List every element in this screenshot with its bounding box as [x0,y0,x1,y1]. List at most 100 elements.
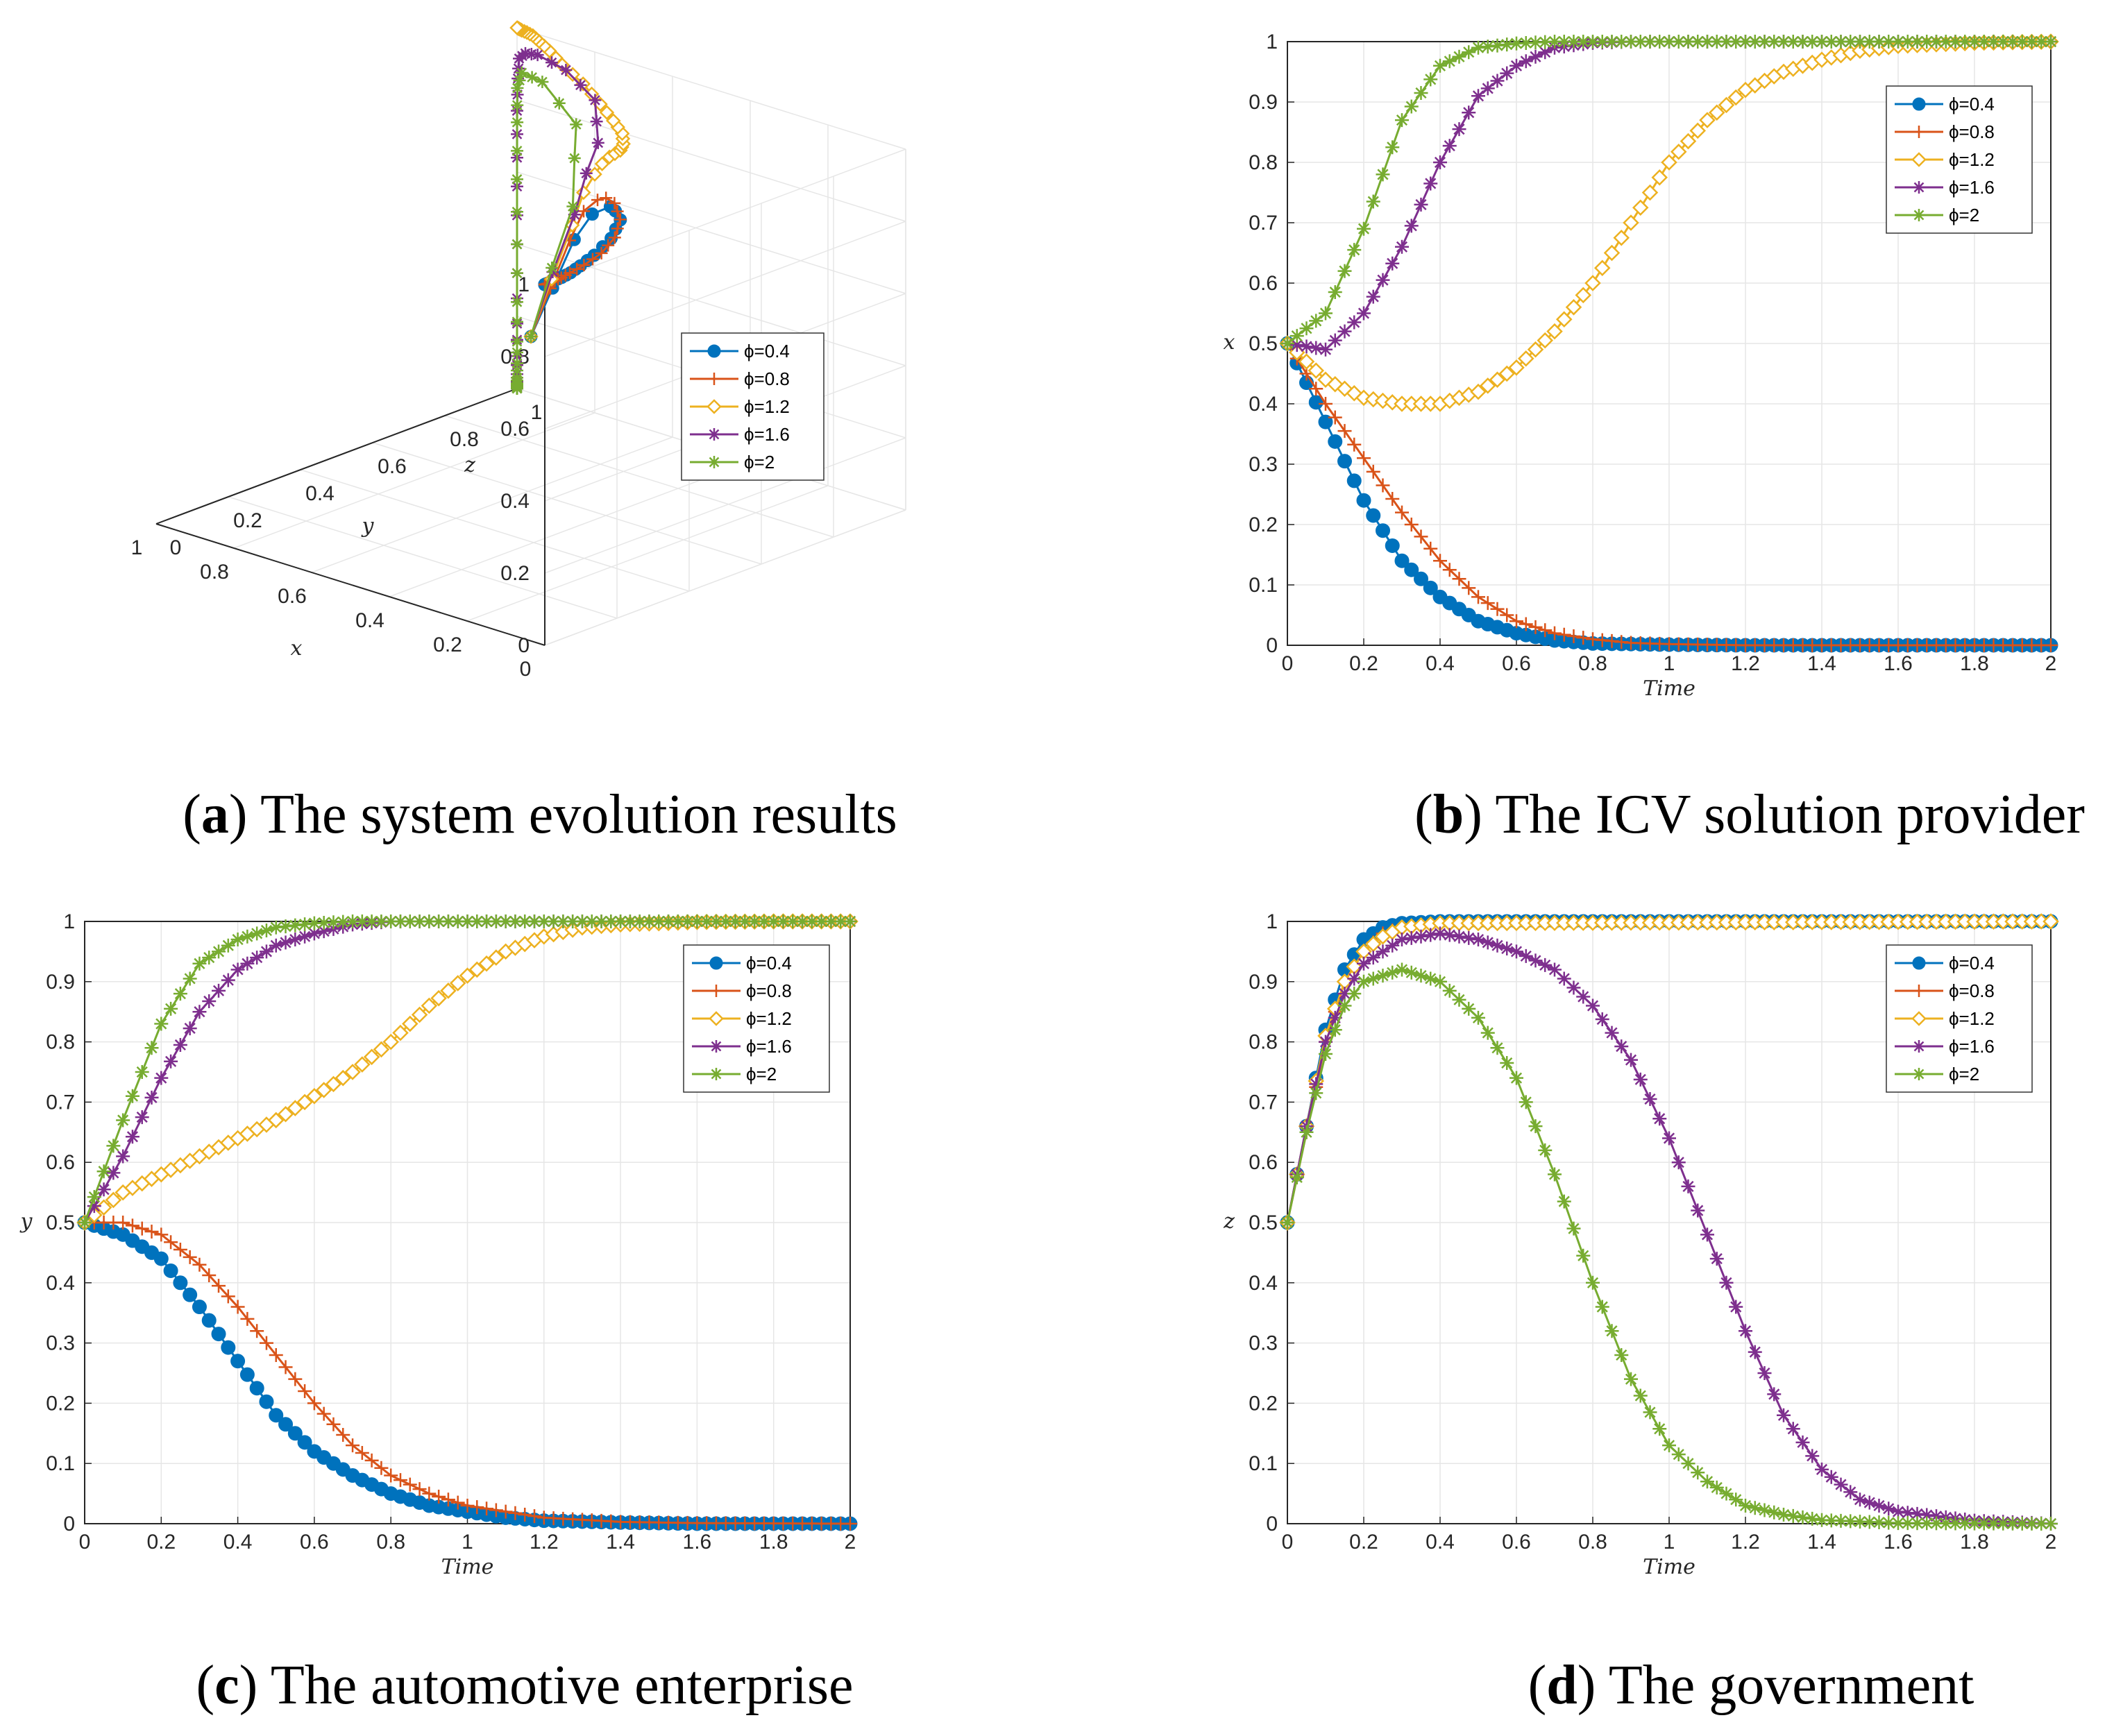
panel-c-series-1-point-16 [230,1300,245,1314]
panel-c-series-1-point-22 [288,1372,303,1386]
panel-b-series-2-point-29 [1555,311,1573,327]
panel-c-series-4-point-32 [384,914,398,928]
panel-a-series-4-point-40 [511,335,523,348]
panel-c-series-1-point-36 [422,1486,437,1501]
panel-b-series-4-point-66 [1910,35,1925,49]
panel-b-ytick-label-0: 0 [1266,634,1278,657]
panel-b-series-4-point-23 [1500,37,1514,52]
panel-c-series-2-point-35 [411,1006,428,1023]
panel-d-series-3-point-61 [1862,1495,1877,1510]
panel-c-series-1-point-46 [518,1507,532,1522]
panel-c-series-4-point-22 [288,918,303,933]
panel-c-series-4-point-50 [556,914,570,928]
panel-b-series-1-point-23 [1500,608,1514,622]
panel-c-series-4-point-34 [403,914,417,928]
panel-b-xtick-label-2: 0.4 [1426,652,1455,675]
panel-c-legend-label-4: ϕ=2 [746,1064,777,1084]
panel-d-series-4-point-16 [1433,974,1447,989]
panel-a-series-4-point-6 [568,152,581,165]
panel-b-series-4-point-77 [2015,35,2029,49]
panel-a-legend-label-0: ϕ=0.4 [744,341,790,361]
panel-b-series-4-point-52 [1777,35,1791,49]
caption-d: (d) The government [1528,1655,1974,1716]
panel-c-legend-marker-0 [709,956,723,970]
panel-b-icv-provider-plot: 0 0.2 0.4 0.6 0.8 1 1.2 1.4 1.6 1.8 2 0 0.1 0.2 0.3 0.4… [1224,31,2059,701]
panel-c-series-3-point-19 [259,944,273,959]
panel-a-floor-grid-x-2 [389,461,751,597]
panel-b-ytick-label-7: 0.7 [1249,212,1278,235]
panel-b-series-4-point-54 [1795,35,1810,49]
panel-b-series-0-point-14 [1414,571,1428,586]
panel-d-series-3-point-46 [1719,1275,1734,1290]
panel-a-sidewall-grid-z-0 [544,509,906,646]
panel-c-series-1-point-11 [183,1250,197,1264]
panel-a-ztick-label-1: 0.2 [500,562,530,585]
panel-b-series-2-point-38 [1641,184,1659,201]
panel-d-series-3-point-40 [1662,1131,1676,1146]
panel-b-series-3-point-26 [1528,49,1543,64]
panel-b-series-1-point-33 [1595,633,1609,647]
panel-c-xtick-label-3: 0.6 [300,1531,329,1554]
panel-a-series-4-point-2 [545,262,559,275]
panel-d-legend-marker-0 [1912,956,1926,970]
panel-d-legend-marker-2 [1911,1011,1927,1026]
panel-b-series-2-point-27 [1537,332,1554,349]
panel-c-series-4-point-78 [824,914,838,928]
panel-c-xtick-label-7: 1.4 [606,1531,635,1554]
panel-b-series-4 [1280,35,2058,350]
panel-b-legend-marker-4 [1913,209,1925,221]
panel-c-series-0-point-20 [269,1408,284,1423]
panel-c-ytick-label-10: 1 [63,910,75,933]
panel-b-series-3-point-16 [1433,155,1447,169]
panel-d-series-2 [1279,913,2059,1231]
panel-c-series-4-point-62 [670,914,685,928]
panel-d-series-3-point-24 [1509,944,1523,959]
panel-c-series-0-point-11 [183,1287,198,1302]
panel-d-series-4-point-80 [2044,1517,2058,1531]
panel-b-series-4-point-67 [1920,35,1934,49]
panel-d-series-3-point-41 [1671,1155,1686,1170]
panel-b-series-1-point-22 [1490,602,1505,616]
panel-a-series-4 [511,66,583,395]
panel-c-series-3-point-17 [240,956,255,971]
panel-b-series-4-point-65 [1900,35,1915,49]
panel-d-series-4-point-68 [1929,1516,1943,1531]
panel-b-series-4-point-2 [1299,321,1314,336]
panel-b-series-4-point-30 [1566,35,1581,49]
panel-d-series-4-point-32 [1586,1275,1600,1290]
panel-c-series-2-point-33 [392,1024,409,1041]
panel-c-series-1-point-38 [441,1492,455,1507]
panel-d-series-3-point-6 [1337,987,1352,1001]
panel-b-series-4-point-47 [1729,35,1743,49]
panel-b-series-4-point-51 [1767,35,1782,49]
panel-d-series-3-point-23 [1500,942,1514,956]
panel-c-series-1-point-47 [527,1509,542,1524]
panel-b-series-4-point-15 [1423,72,1438,87]
panel-b-series-1-point-18 [1452,572,1466,586]
panel-a-series-3-point-8 [591,136,604,149]
panel-a-xtick-label-2: 0.4 [355,609,384,632]
panel-b-series-4-point-79 [2034,35,2049,49]
panel-c-series-1-point-45 [508,1506,523,1520]
panel-b-series-2-point-37 [1632,199,1649,216]
panel-a-series-2-point-8 [587,167,602,182]
panel-d-series-4-point-53 [1786,1508,1800,1523]
panel-d-series-4-point-42 [1681,1456,1695,1471]
panel-c-series-2-point-41 [468,961,486,978]
panel-b-series-3-point-17 [1442,139,1457,153]
panel-c-series-4-point-2 [96,1164,111,1179]
panel-c-series-1-point-44 [498,1504,513,1519]
panel-d-series-3-point-19 [1462,930,1476,945]
panel-b-series-4-point-50 [1757,35,1772,49]
panel-c-series-2-point-22 [287,1100,304,1116]
panel-c-series-0-point-23 [297,1435,312,1450]
panel-d-series-4-point-11 [1385,965,1400,980]
panel-c-series-1-point-5 [125,1218,139,1233]
panel-c-series-2-point-38 [440,982,457,999]
panel-b-xtick-label-6: 1.2 [1731,652,1760,675]
panel-d-series-4-point-0 [1280,1216,1294,1229]
panel-c-series-4-point-57 [623,914,637,928]
panel-b-series-0-point-7 [1346,473,1362,488]
panel-b-ytick-label-9: 0.9 [1249,91,1278,114]
panel-b-series-3-point-5 [1328,333,1342,348]
